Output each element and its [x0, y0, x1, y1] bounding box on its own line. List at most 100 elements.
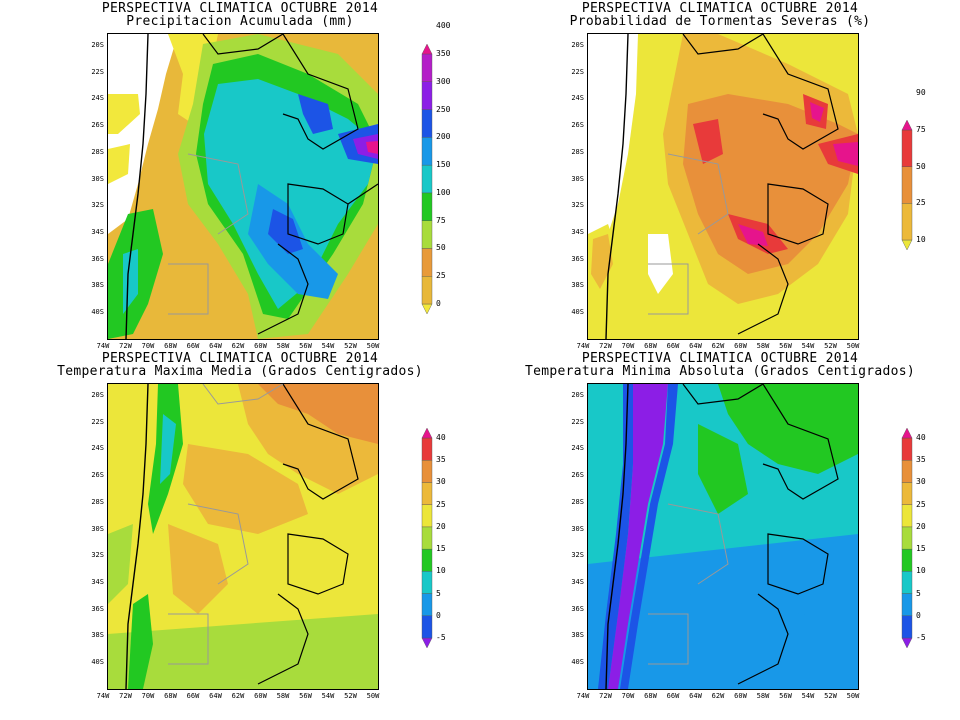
lon-label: 56W [779, 342, 792, 350]
colorbar-swatch [901, 526, 913, 550]
lat-label: 30S [91, 524, 104, 533]
colorbar-label: 50 [436, 243, 446, 253]
colorbar-swatch [421, 548, 433, 572]
lat-label: 32S [571, 551, 584, 560]
lon-label: 50W [846, 342, 860, 350]
colorbar-swatch [421, 460, 433, 483]
colorbar-label: 350 [436, 49, 451, 58]
lon-label: 54W [321, 342, 335, 350]
lat-label: 28S [91, 147, 104, 156]
lon-label: 72W [119, 342, 132, 350]
colorbar [421, 427, 433, 649]
lon-label: 62W [231, 342, 245, 350]
panel-severe-storms: PERSPECTIVA CLIMATICA OCTUBRE 2014 Proba… [480, 0, 960, 360]
lat-label: 26S [91, 121, 104, 130]
colorbar-label: 20 [916, 521, 926, 531]
lon-label: 74W [576, 342, 590, 350]
colorbar-swatch [901, 593, 913, 616]
lat-label: 36S [91, 604, 104, 613]
colorbar-label: 5 [436, 588, 441, 598]
colorbar-swatch [901, 239, 913, 251]
colorbar-label: 40 [916, 433, 926, 442]
lon-label: 58W [756, 342, 770, 350]
lat-label: 32S [91, 551, 104, 560]
lon-label: 66W [186, 342, 200, 350]
colorbar-swatch [421, 248, 433, 277]
colorbar-swatch [421, 53, 433, 82]
lon-label: 54W [321, 692, 335, 700]
panel-subtitle: Temperatura Minima Absoluta (Grados Cent… [524, 364, 916, 379]
lat-label: 40S [571, 658, 584, 666]
colorbar-label: -5 [436, 633, 446, 642]
colorbar-swatch [901, 427, 913, 439]
lat-label: 26S [571, 471, 584, 480]
map-severe-storms [587, 33, 859, 340]
lon-label: 66W [666, 342, 680, 350]
lon-label: 72W [599, 692, 612, 700]
lat-label: 34S [571, 577, 584, 586]
lat-label: 30S [571, 524, 584, 533]
lon-label: 60W [734, 692, 747, 700]
lat-label: 36S [571, 604, 584, 613]
lat-label: 24S [91, 444, 104, 453]
panel-title: PERSPECTIVA CLIMATICA OCTUBRE 2014 [581, 351, 859, 366]
lat-label: 22S [91, 67, 104, 76]
lat-label: 24S [571, 444, 584, 453]
panel-max-temperature: PERSPECTIVA CLIMATICA OCTUBRE 2014 Tempe… [0, 350, 480, 710]
colorbar-swatch [901, 460, 913, 483]
lat-label: 36S [571, 254, 584, 263]
colorbar-label: 20 [436, 521, 446, 531]
map-precipitation [107, 33, 379, 340]
lat-label: 26S [571, 121, 584, 130]
lat-label: 32S [571, 201, 584, 210]
lon-label: 70W [141, 692, 155, 700]
lat-label: 30S [571, 174, 584, 183]
colorbar-label: 400 [436, 21, 451, 31]
colorbar-swatch [421, 615, 433, 639]
lon-label: 50W [846, 692, 860, 700]
lat-label: 32S [91, 201, 104, 210]
lon-label: 64W [689, 692, 702, 700]
colorbar-swatch [421, 526, 433, 550]
colorbar-label: 15 [916, 544, 926, 554]
colorbar-label: -5 [916, 633, 926, 642]
colorbar-swatch [901, 637, 913, 649]
lon-label: 52W [344, 692, 357, 700]
colorbar-label: 35 [436, 455, 446, 465]
lon-label: 70W [621, 342, 635, 350]
lon-label: 58W [276, 692, 290, 700]
colorbar-label: 40 [436, 433, 446, 442]
lon-label: 66W [666, 692, 680, 700]
colorbar-label: 200 [436, 132, 451, 142]
colorbar-swatch [421, 437, 433, 461]
panel-title: PERSPECTIVA CLIMATICA OCTUBRE 2014 [101, 351, 379, 366]
colorbar-swatch [421, 276, 433, 305]
lat-label: 28S [571, 147, 584, 156]
lon-label: 72W [119, 692, 132, 700]
colorbar-swatch [421, 482, 433, 505]
lon-label: 62W [231, 692, 245, 700]
lon-label: 62W [711, 692, 725, 700]
lon-label: 66W [186, 692, 200, 700]
lat-label: 20S [571, 391, 584, 399]
colorbar-swatch [421, 427, 433, 439]
lat-label: 38S [91, 281, 104, 290]
lon-label: 70W [141, 342, 155, 350]
colorbar-label: 10 [916, 566, 926, 576]
lon-label: 74W [576, 692, 590, 700]
lon-label: 52W [344, 342, 357, 350]
lat-label: 40S [571, 308, 584, 316]
colorbar-swatch [421, 164, 433, 194]
colorbar-label: 35 [916, 455, 926, 465]
colorbar-swatch [421, 81, 433, 110]
lon-label: 60W [734, 342, 747, 350]
lat-label: 34S [91, 577, 104, 586]
colorbar-swatch [901, 203, 913, 241]
colorbar-swatch [901, 615, 913, 639]
map-max-temperature [107, 383, 379, 690]
colorbar-swatch [421, 220, 433, 249]
colorbar-swatch [901, 166, 913, 204]
lon-label: 64W [209, 692, 222, 700]
lat-label: 22S [91, 417, 104, 426]
colorbar-label: 100 [436, 187, 451, 197]
